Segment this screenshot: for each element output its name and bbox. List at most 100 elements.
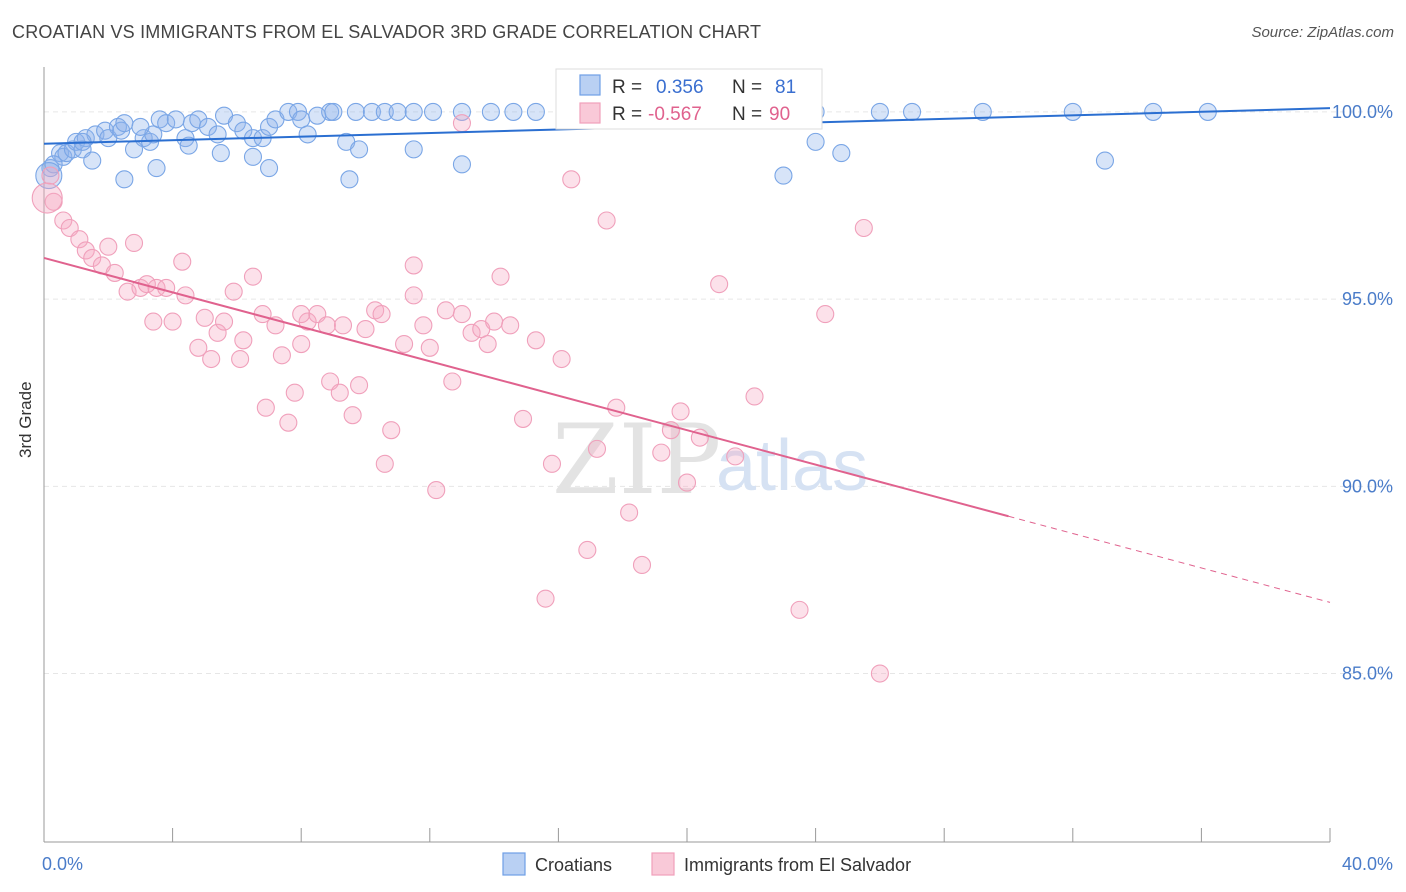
el-salvador-point [298,312,317,331]
bottom-legend: Croatians Immigrants from El Salvador [502,852,911,876]
el-salvador-point [202,349,221,369]
watermark: ZIP atlas [552,404,868,516]
croatians-point [83,151,102,170]
stats-n-value-blue: 81 [775,77,796,98]
croatians-point [346,102,365,121]
el-salvador-point [710,275,729,294]
croatians-point [147,159,166,178]
el-salvador-point [395,335,414,354]
croatians-point [259,117,279,136]
el-salvador-point [189,338,208,357]
el-salvador-point [279,413,298,432]
el-salvador-point [491,267,510,286]
el-salvador-point [513,409,533,428]
el-salvador-point [562,170,581,189]
el-salvador-point [404,256,423,275]
croatians-point [44,155,63,174]
el-salvador-point [41,166,60,185]
croatians-point [388,102,407,121]
el-salvador-point [195,308,214,327]
el-salvador-point [420,338,439,357]
el-salvador-point [382,421,401,440]
croatians-point [404,140,423,159]
croatians-point [362,102,381,121]
el-salvador-point [285,383,304,402]
el-salvador-point [620,503,639,522]
croatians-point [375,102,394,121]
croatians-point [131,117,150,136]
croatians-point [115,114,134,133]
y-tick-label: 100.0% [1332,102,1393,122]
el-salvador-point [587,439,607,458]
legend-label-croatians: Croatians [535,855,612,875]
el-salvador-point [404,286,423,305]
el-salvador-points [31,114,889,683]
croatians-point [423,102,443,121]
el-salvador-point [870,664,889,683]
croatians-point [189,110,208,129]
el-salvador-point [333,316,353,335]
stats-r-label-pink: R = [612,104,642,125]
el-salvador-point [745,387,764,406]
el-salvador-point [478,335,497,354]
el-salvador-point [76,241,95,260]
croatians-point [350,140,369,159]
croatians-point [806,132,825,151]
el-salvador-point [578,540,597,560]
el-salvador-point [292,335,311,354]
croatians-point [259,159,279,178]
el-salvador-point [224,282,243,301]
croatians-point [157,114,176,133]
el-salvador-trend-line [43,256,1009,518]
croatians-point [227,114,246,133]
y-tick-labels: 100.0% 95.0% 90.0% 85.0% [1332,102,1393,684]
el-salvador-point [526,331,545,350]
el-salvador-point [632,555,652,574]
el-salvador-point [436,301,455,320]
el-salvador-point [443,372,462,391]
el-salvador-point [485,312,504,331]
croatians-point [1095,151,1114,170]
x-tick-labels: 0.0% 40.0% [42,854,1393,874]
stats-legend: R = 0.356 N = 81 R = -0.567 N = 90 [555,68,823,130]
croatians-point [774,166,793,185]
croatians-point [179,136,198,155]
el-salvador-point [671,402,690,421]
gridlines [44,111,1392,675]
el-salvador-point [124,233,144,253]
croatians-point [452,155,472,174]
el-salvador-point [330,383,349,402]
croatians-point [298,125,317,144]
el-salvador-trend-extension [1008,515,1331,603]
el-salvador-point [350,376,369,395]
croatians-point [481,102,500,121]
el-salvador-point [462,323,481,342]
croatians-point [211,144,230,163]
el-salvador-point [726,447,745,466]
source-label: Source: ZipAtlas.com [1251,24,1394,41]
croatians-point [404,102,423,121]
el-salvador-point [677,473,697,492]
axes [43,67,1331,843]
el-salvador-point [414,316,433,335]
croatians-point [198,117,218,136]
el-salvador-point [542,454,562,473]
el-salvador-point [501,316,520,335]
x-tick-label: 40.0% [1342,854,1393,874]
el-salvador-point [243,267,263,286]
stats-n-label-blue: N = [732,77,762,98]
el-salvador-point [292,305,311,324]
stats-n-label-pink: N = [732,104,762,125]
el-salvador-point [99,237,118,256]
stats-r-label-blue: R = [612,77,642,98]
croatians-point [166,110,185,129]
watermark-zip: ZIP [552,404,721,516]
croatians-point [340,170,359,189]
stats-swatch-pink [579,102,601,124]
el-salvador-point [173,252,192,271]
croatians-point [870,102,889,121]
el-salvador-point [597,211,616,230]
el-salvador-point [661,421,680,440]
el-salvador-point [552,349,571,369]
